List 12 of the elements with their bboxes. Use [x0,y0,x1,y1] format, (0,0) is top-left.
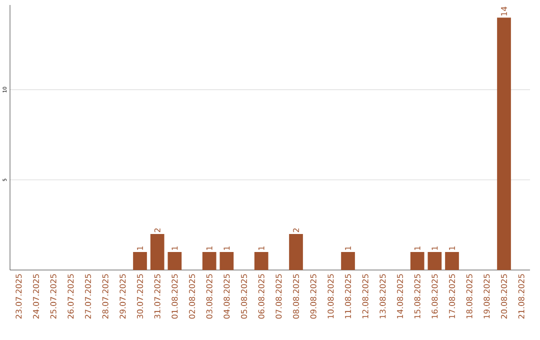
bar [445,252,459,270]
bar [150,234,164,270]
bar [168,252,182,270]
bar [410,252,424,270]
bar [289,234,303,270]
bar [254,252,268,270]
bar [202,252,216,270]
bar [497,18,511,270]
bar [220,252,234,270]
bar [133,252,147,270]
bar [428,252,442,270]
bar [341,252,355,270]
